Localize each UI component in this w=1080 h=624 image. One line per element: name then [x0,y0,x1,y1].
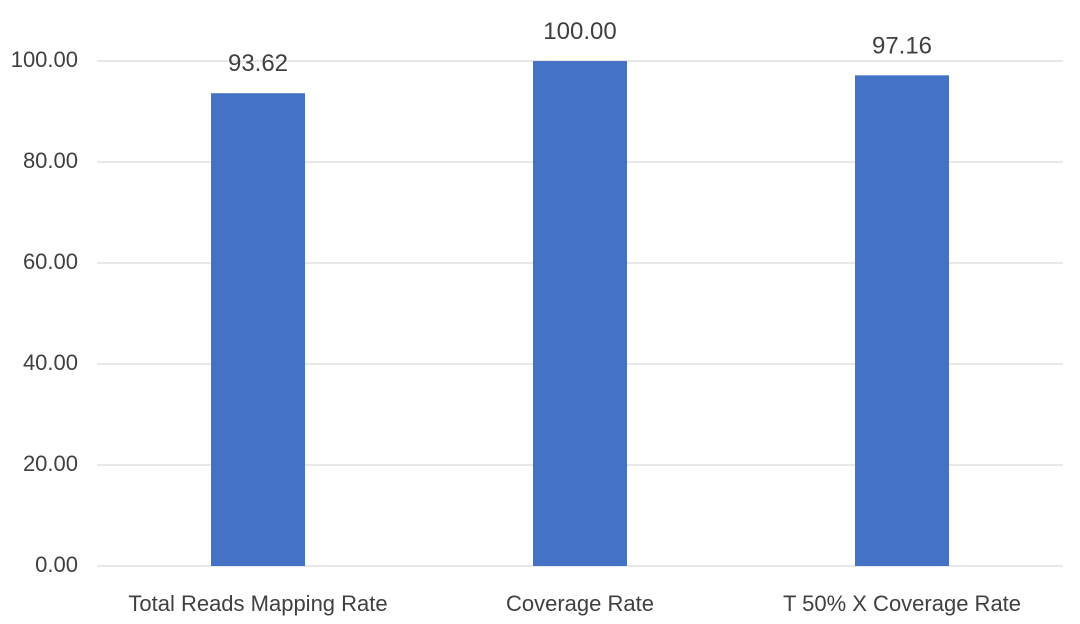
x-category-label: Total Reads Mapping Rate [128,591,387,616]
y-tick-label: 100.00 [11,47,78,72]
y-tick-label: 20.00 [23,451,78,476]
data-label: 93.62 [228,50,288,77]
y-tick-label: 40.00 [23,350,78,375]
y-tick-label: 80.00 [23,148,78,173]
y-tick-label: 60.00 [23,249,78,274]
bars [211,61,949,567]
data-label: 97.16 [872,32,932,59]
x-category-label: Coverage Rate [506,591,654,616]
y-axis-tick-labels: 0.00 20.00 40.00 60.00 80.00 100.00 [11,47,78,577]
bar [855,75,949,566]
bar [211,93,305,567]
x-axis-category-labels: Total Reads Mapping Rate Coverage Rate T 5… [128,591,1021,616]
bar [533,61,627,566]
data-labels: 93.62 100.00 97.16 [228,18,932,77]
data-label: 100.00 [543,18,616,45]
x-category-label: T 50% X Coverage Rate [783,591,1021,616]
y-tick-label: 0.00 [35,552,78,577]
